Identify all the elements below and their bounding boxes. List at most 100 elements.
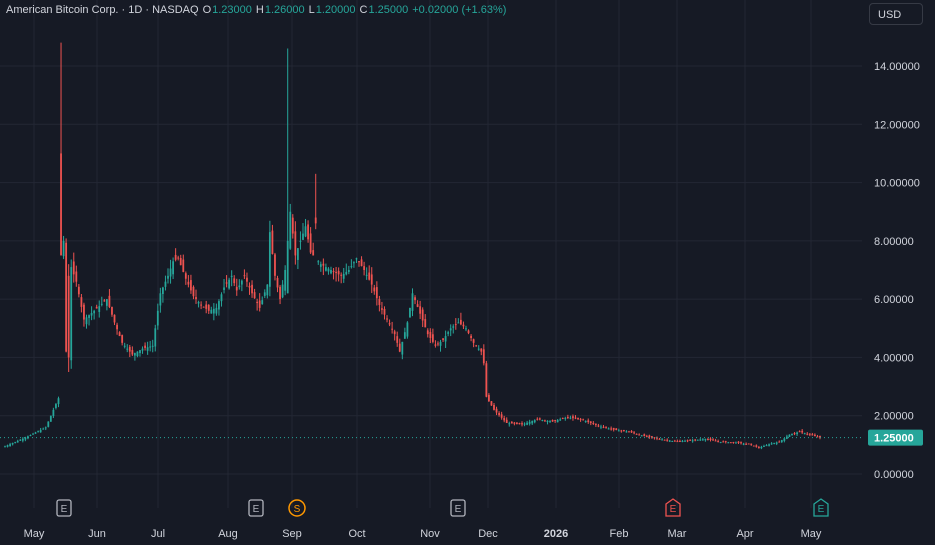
- candle-body: [363, 266, 366, 270]
- candle-body: [579, 418, 582, 420]
- candle-body: [538, 418, 541, 420]
- candle-body: [146, 347, 149, 351]
- candle-body: [261, 300, 264, 305]
- candle-body: [149, 346, 152, 348]
- candle-body: [393, 331, 396, 335]
- event-marker-label: E: [455, 504, 462, 515]
- candle-body: [375, 287, 378, 299]
- candle-body: [342, 273, 345, 279]
- time-tick-label: Apr: [736, 528, 753, 540]
- candle-body: [246, 277, 248, 282]
- candle-body: [286, 240, 289, 294]
- candles: [4, 42, 821, 450]
- candle-body: [793, 433, 796, 435]
- candle-body: [116, 324, 118, 330]
- candle-body: [709, 438, 712, 440]
- close-label: C: [359, 4, 368, 16]
- candle-body: [381, 308, 383, 310]
- time-axis[interactable]: May Jun Jul Aug Sep Oct Nov Dec 2026 Feb Mar Apr May: [24, 528, 822, 540]
- candle-body: [304, 226, 307, 237]
- candle-body: [11, 443, 14, 445]
- candle-body: [763, 446, 765, 448]
- candle-body: [184, 273, 187, 279]
- currency-button[interactable]: USD: [869, 3, 923, 25]
- candle-body: [409, 307, 411, 318]
- candle-body: [19, 439, 22, 441]
- last-price-label: 1.25000: [874, 433, 914, 445]
- candle-body: [521, 423, 523, 425]
- candle-body: [27, 436, 29, 439]
- candle-body: [77, 286, 80, 295]
- candle-body: [582, 419, 585, 421]
- candle-body: [628, 431, 630, 433]
- candle-body: [714, 440, 717, 442]
- candle-body: [95, 306, 98, 309]
- candle-body: [131, 350, 134, 355]
- low-label: L: [308, 4, 315, 16]
- price-tick-label: 6.00000: [874, 294, 914, 306]
- open-value: 1.23000: [212, 4, 252, 16]
- candle-body: [340, 274, 343, 276]
- candle-body: [696, 439, 699, 441]
- earnings-event-icon: E: [248, 499, 264, 517]
- candle-body: [151, 345, 154, 347]
- candle-body: [414, 297, 416, 301]
- candle-body: [564, 417, 567, 419]
- candle-body: [442, 338, 444, 340]
- low-value: 1.20000: [315, 4, 356, 16]
- candle-body: [729, 442, 732, 444]
- candle-body: [493, 404, 495, 410]
- candle-body: [681, 440, 684, 443]
- symbol-legend: American Bitcoin Corp. · 1D · NASDAQ O 1.…: [6, 4, 506, 16]
- candle-body: [88, 315, 90, 318]
- candle-body: [533, 420, 536, 423]
- candle-body: [544, 420, 546, 422]
- candle-body: [640, 435, 643, 437]
- price-tick-label: 14.00000: [874, 61, 920, 73]
- candle-body: [162, 287, 164, 294]
- candle-body: [294, 231, 297, 256]
- candle-body: [419, 306, 422, 314]
- candle-body: [806, 433, 809, 435]
- candle-body: [98, 306, 101, 312]
- candle-body: [480, 348, 483, 352]
- candle-body: [210, 309, 213, 314]
- time-tick-label: Dec: [478, 528, 498, 540]
- event-marker-label: E: [61, 504, 68, 515]
- candle-body: [164, 281, 167, 287]
- candle-body: [258, 300, 261, 308]
- price-tick-label: 10.00000: [874, 178, 920, 190]
- candle-body: [85, 317, 88, 325]
- candle-body: [796, 432, 798, 435]
- price-axis[interactable]: 0.00000 2.00000 4.00000 6.00000 8.00000 10.00…: [862, 0, 935, 545]
- candle-body: [179, 257, 182, 266]
- candle-body: [735, 442, 737, 444]
- price-axis-background: [862, 0, 935, 545]
- candle-body: [747, 443, 750, 445]
- time-tick-label: Jun: [88, 528, 106, 540]
- candle-body: [449, 328, 452, 331]
- candle-body: [105, 299, 108, 306]
- candle-body: [90, 312, 93, 316]
- candle-body: [44, 427, 47, 429]
- candle-body: [679, 440, 681, 442]
- candle-body: [559, 419, 562, 421]
- candle-body: [465, 328, 467, 330]
- candle-body: [587, 420, 590, 423]
- candle-body: [643, 434, 646, 437]
- candle-body: [83, 304, 85, 320]
- candle-body: [34, 432, 37, 434]
- candle-body: [584, 421, 587, 423]
- candle-body: [9, 444, 11, 446]
- candle-body: [663, 439, 666, 441]
- event-marker-label: E: [818, 504, 825, 515]
- candle-body: [765, 445, 768, 447]
- candle-body: [694, 439, 697, 441]
- candle-body: [780, 440, 783, 443]
- candle-body: [798, 431, 801, 433]
- candle-body: [39, 429, 42, 433]
- candle-body: [80, 297, 83, 307]
- candle-body: [228, 279, 231, 289]
